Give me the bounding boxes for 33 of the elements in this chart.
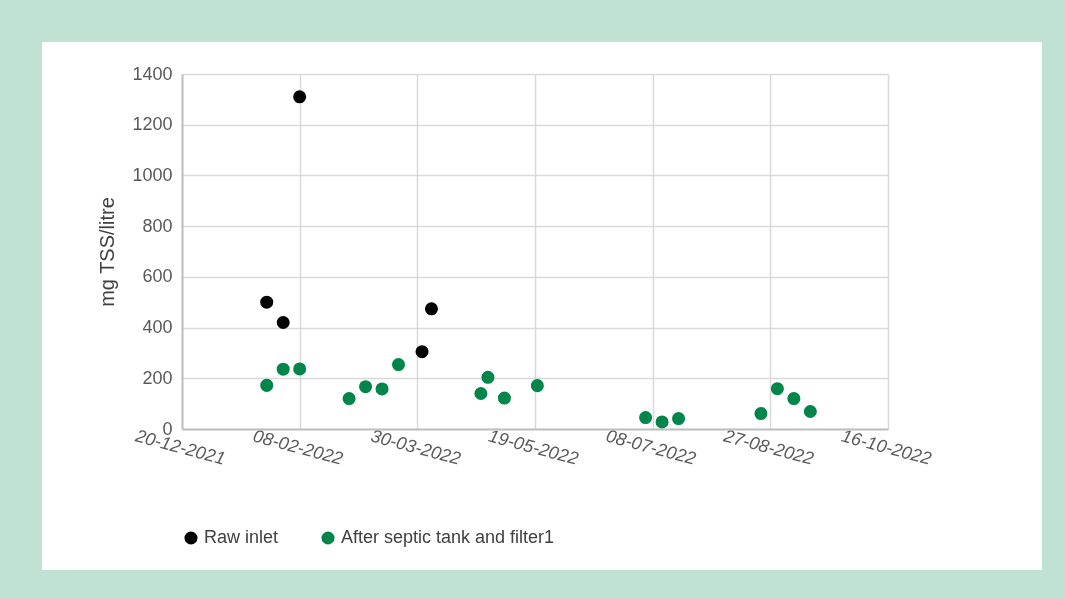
y-tick-label: 400 (142, 317, 173, 338)
legend-label: After septic tank and filter1 (341, 527, 555, 547)
y-tick-label: 1400 (132, 63, 173, 84)
point (342, 392, 356, 406)
y-axis-title: mg TSS/litre (96, 197, 119, 307)
point (672, 412, 686, 426)
point (375, 382, 389, 396)
point (639, 411, 653, 425)
legend-label: Raw inlet (204, 527, 279, 547)
y-tick-label: 1000 (132, 164, 173, 185)
point (415, 345, 429, 359)
y-tick-label: 1200 (132, 114, 173, 135)
point (424, 302, 438, 316)
point (787, 392, 801, 406)
point (770, 382, 784, 396)
point (497, 391, 511, 405)
point (803, 405, 817, 419)
y-tick-label: 600 (142, 266, 173, 287)
point (260, 378, 274, 392)
point (276, 362, 290, 376)
point (276, 315, 290, 330)
point (293, 362, 307, 376)
point (530, 379, 544, 393)
point (359, 380, 373, 394)
point (754, 407, 768, 421)
point (481, 370, 495, 384)
point (293, 90, 307, 104)
y-tick-label: 200 (142, 367, 173, 388)
point (260, 295, 274, 309)
point (655, 415, 669, 429)
y-tick-label: 800 (142, 215, 173, 236)
point (474, 386, 488, 401)
point (391, 358, 406, 372)
